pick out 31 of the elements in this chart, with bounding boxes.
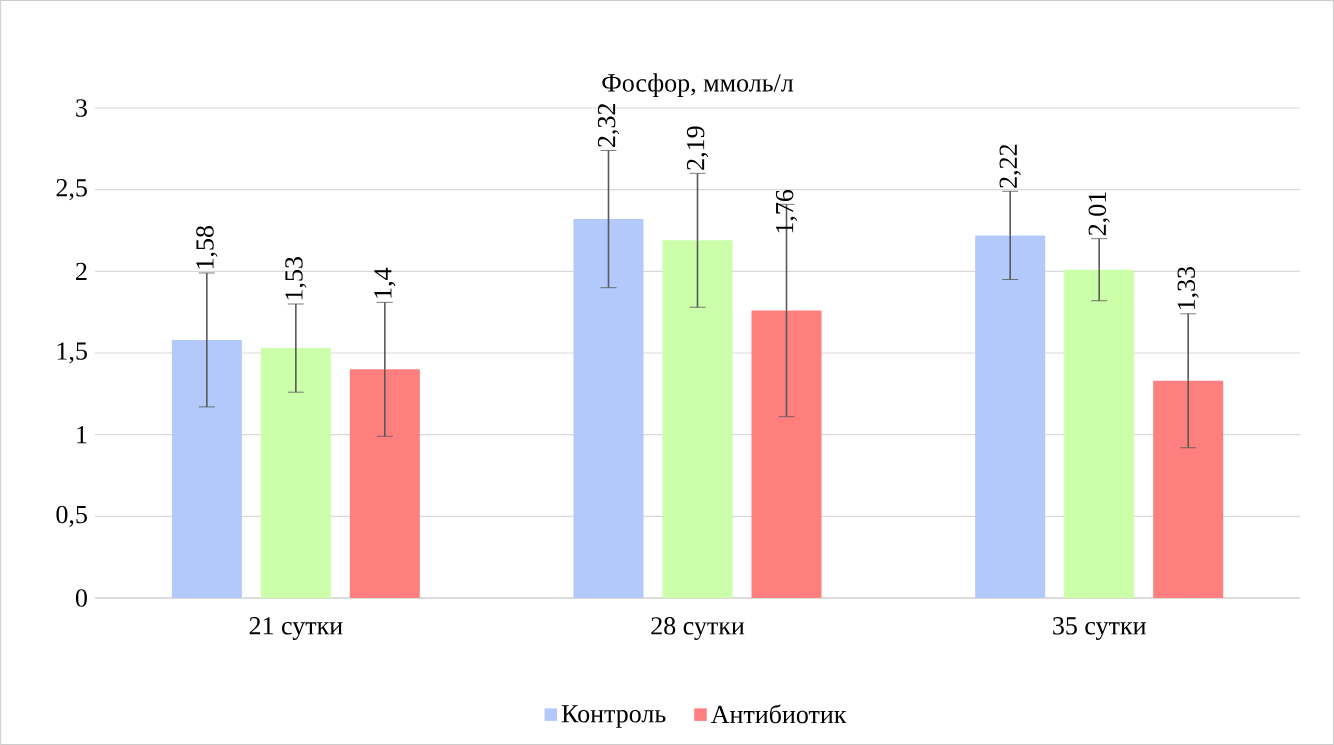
- data-label: 2,01: [1088, 192, 1110, 236]
- x-tick-label: 35 сутки: [1053, 617, 1146, 640]
- bar: [1153, 380, 1224, 598]
- data-label: 1,4: [374, 267, 396, 298]
- chart-title: Фосфор, ммоль/л: [602, 73, 794, 97]
- y-tick-label: 1: [77, 426, 87, 444]
- y-tick-label: 1,5: [57, 342, 87, 364]
- bar: [751, 310, 822, 598]
- data-label: 2,32: [597, 103, 620, 147]
- bar: [573, 219, 644, 598]
- legend-label: Контроль: [561, 705, 666, 728]
- bar: [975, 235, 1046, 598]
- bar: [260, 348, 331, 598]
- y-tick-label: 2: [76, 262, 87, 280]
- bar: [171, 339, 242, 598]
- y-tick-label: 0: [75, 589, 87, 607]
- legend-label: Антибиотик: [711, 704, 847, 724]
- x-tick-label: 21 сутки: [249, 617, 343, 640]
- y-tick-label: 3: [76, 99, 87, 117]
- bar: [662, 240, 733, 598]
- data-label: 1,58: [196, 226, 218, 269]
- data-label: 2,22: [999, 144, 1021, 188]
- x-tick-label: 28 сутки: [651, 617, 745, 640]
- bar: [1064, 269, 1135, 598]
- y-tick-label: 0,5: [56, 505, 87, 527]
- data-label: 1,33: [1177, 266, 1199, 310]
- data-label: 1,76: [775, 189, 798, 233]
- data-label: 2,19: [686, 126, 709, 170]
- bar: [349, 369, 420, 598]
- y-tick-label: 2,5: [56, 179, 87, 201]
- data-label: 1,53: [285, 257, 307, 300]
